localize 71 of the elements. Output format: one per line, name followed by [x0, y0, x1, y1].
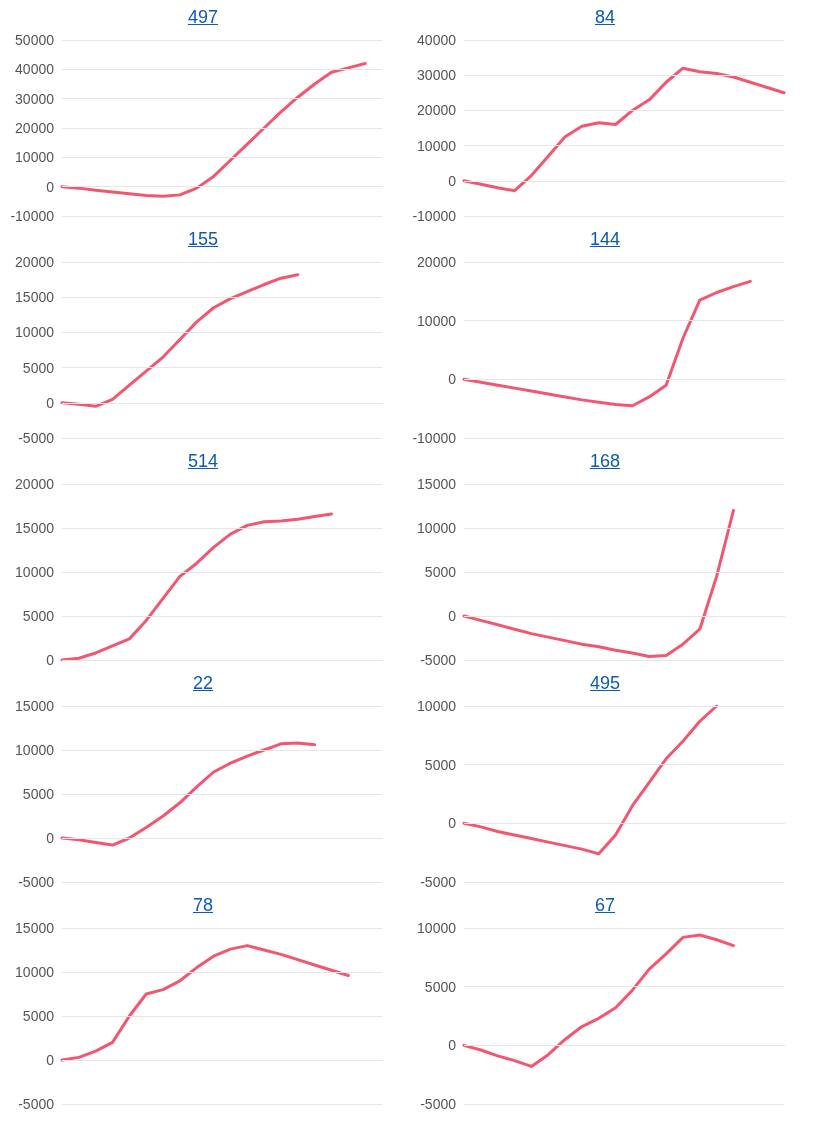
y-tick-label: 10000 — [15, 149, 55, 166]
y-tick-label: 5000 — [424, 564, 457, 580]
line-series — [462, 933, 735, 1068]
y-tick-label: 10000 — [15, 564, 55, 580]
y-tick-label: 5000 — [22, 608, 55, 624]
y-tick-label: 0 — [46, 178, 55, 195]
y-tick-label: 15000 — [15, 289, 55, 306]
y-tick-label: -10000 — [412, 208, 457, 224]
y-tick-label: 20000 — [15, 476, 55, 492]
chart-title: 497 — [186, 6, 219, 29]
y-tick-label: 10000 — [15, 964, 55, 980]
chart-title: 168 — [588, 450, 621, 473]
y-tick-label: 0 — [46, 1052, 55, 1068]
y-tick-label: 0 — [46, 830, 55, 846]
y-tick-label: 10000 — [417, 137, 457, 154]
y-tick-label: 50000 — [15, 32, 55, 48]
chart-title: 495 — [588, 672, 621, 695]
y-tick-label: 0 — [46, 394, 55, 411]
line-series — [462, 508, 735, 658]
line-series — [462, 279, 752, 408]
y-tick-label: -5000 — [18, 1096, 55, 1112]
y-tick-label: 10000 — [417, 520, 457, 536]
y-tick-label: 30000 — [15, 90, 55, 107]
y-tick-label: 10000 — [15, 742, 55, 758]
line-series — [462, 66, 786, 193]
y-tick-label: 5000 — [22, 786, 55, 802]
y-tick-label: 5000 — [424, 756, 457, 773]
chart-title: 144 — [588, 228, 621, 251]
chart-title: 84 — [594, 6, 616, 29]
chart-title: 155 — [186, 228, 219, 251]
line-series — [60, 944, 350, 1062]
y-tick-label: 40000 — [417, 32, 457, 48]
line-series — [60, 741, 317, 847]
y-tick-label: 0 — [46, 652, 55, 668]
y-tick-label: 5000 — [22, 359, 55, 376]
y-tick-label: 5000 — [424, 978, 457, 995]
y-tick-label: 15000 — [15, 698, 55, 714]
y-tick-label: 0 — [448, 1037, 457, 1054]
chart-title: 514 — [186, 450, 219, 473]
y-tick-label: -5000 — [420, 1096, 457, 1112]
y-tick-label: 20000 — [417, 254, 457, 270]
y-tick-label: 0 — [448, 371, 457, 388]
y-tick-label: 30000 — [417, 67, 457, 84]
y-tick-label: 10000 — [417, 312, 457, 329]
chart-title: 78 — [192, 894, 214, 917]
y-tick-label: 5000 — [22, 1008, 55, 1024]
y-tick-label: 0 — [448, 172, 457, 189]
y-tick-label: 15000 — [417, 476, 457, 492]
y-tick-label: 15000 — [15, 520, 55, 536]
y-tick-label: 0 — [448, 815, 457, 832]
y-tick-label: 40000 — [15, 61, 55, 78]
y-tick-label: 20000 — [15, 120, 55, 136]
y-tick-label: 20000 — [417, 102, 457, 119]
y-tick-label: 10000 — [417, 698, 457, 714]
line-series — [60, 273, 300, 408]
line-series — [60, 61, 367, 198]
y-tick-label: 10000 — [15, 324, 55, 341]
y-tick-label: 20000 — [15, 254, 55, 270]
chart-title: 22 — [192, 672, 214, 695]
line-series — [462, 704, 719, 856]
line-series — [60, 512, 333, 662]
y-tick-label: -10000 — [10, 208, 55, 224]
y-tick-label: -5000 — [18, 874, 55, 890]
y-tick-label: 0 — [448, 608, 457, 624]
y-tick-label: 10000 — [417, 920, 457, 936]
chart-title: 67 — [594, 894, 616, 917]
y-tick-label: -10000 — [412, 430, 457, 446]
y-tick-label: -5000 — [420, 874, 457, 890]
y-tick-label: -5000 — [18, 430, 55, 446]
y-tick-label: 15000 — [15, 920, 55, 936]
y-tick-label: -5000 — [420, 652, 457, 668]
